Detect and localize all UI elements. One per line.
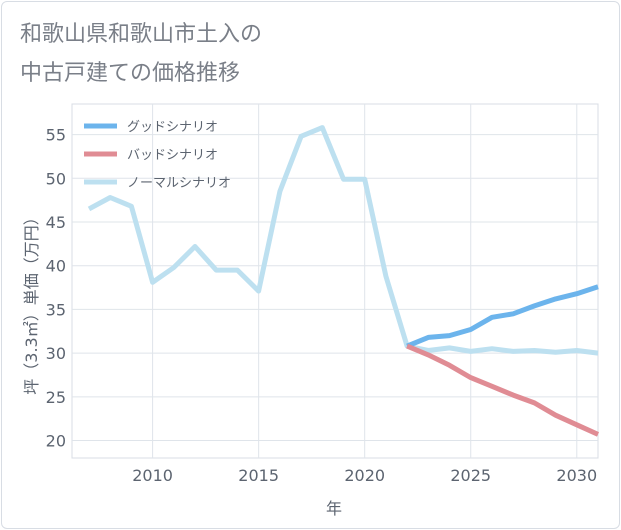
x-tick-labels: 2010 2015 2020 2025 2030 [132, 466, 597, 485]
x-tick-label-2025: 2025 [450, 466, 491, 485]
legend-label-1: バッドシナリオ [127, 148, 218, 163]
x-tick-label-2015: 2015 [238, 466, 279, 485]
series-layer [87, 125, 600, 437]
y-tick-label-35: 35 [46, 300, 66, 319]
legend-label-2: ノーマルシナリオ [127, 176, 231, 191]
y-tick-label-25: 25 [46, 388, 66, 407]
y-tick-label-20: 20 [46, 432, 66, 451]
x-tick-label-2030: 2030 [556, 466, 597, 485]
y-axis-label: 坪（3.3㎡）単価（万円） [22, 209, 41, 394]
x-tick-label-2010: 2010 [132, 466, 173, 485]
series-line-1 [406, 343, 600, 437]
grid [72, 104, 598, 458]
y-tick-label-40: 40 [46, 257, 66, 276]
x-tick-label-2020: 2020 [344, 466, 385, 485]
legend-label-0: グッドシナリオ [127, 120, 218, 135]
y-tick-labels: 20 25 30 35 40 45 50 55 [46, 126, 66, 451]
chart-title-line-1: 和歌山県和歌山市土入の [20, 22, 263, 47]
chart-title-line-2: 中古戸建ての価格推移 [20, 61, 241, 86]
x-axis-label: 年 [326, 499, 342, 518]
series-line-0 [406, 284, 599, 349]
y-tick-label-50: 50 [46, 169, 66, 188]
series-line-2 [87, 125, 599, 356]
y-tick-label-55: 55 [46, 126, 66, 145]
y-tick-label-45: 45 [46, 213, 66, 232]
y-tick-label-30: 30 [46, 344, 66, 363]
